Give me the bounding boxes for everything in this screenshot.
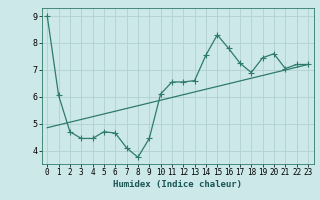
X-axis label: Humidex (Indice chaleur): Humidex (Indice chaleur) [113,180,242,189]
